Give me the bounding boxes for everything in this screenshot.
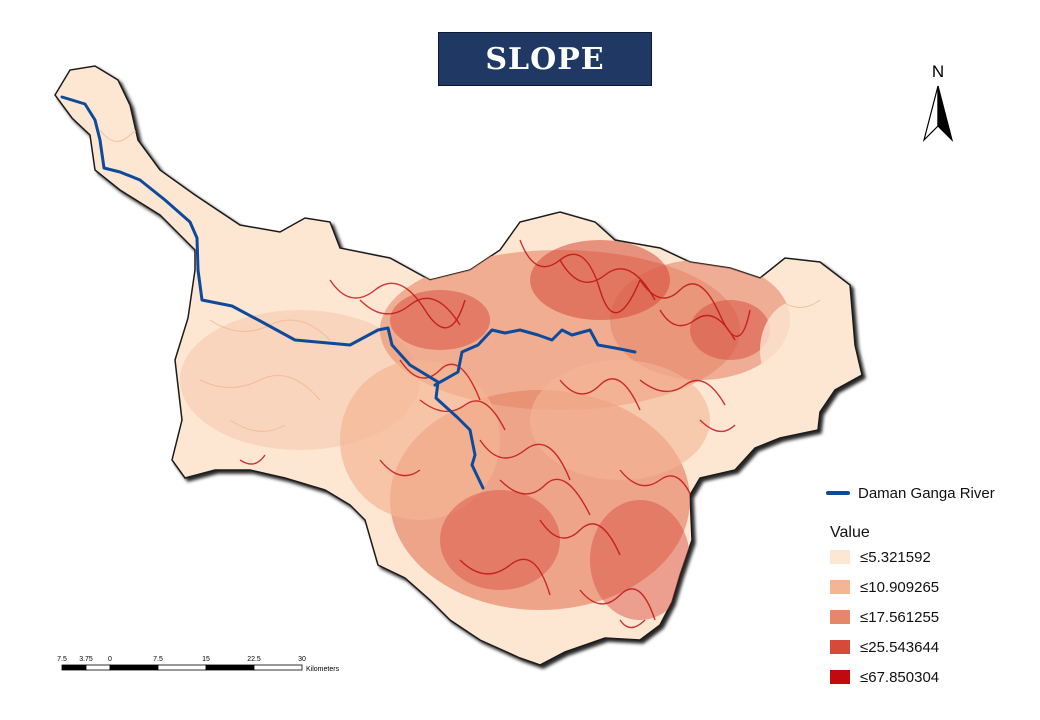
scale-bar-tick-label: 7.5 xyxy=(57,656,67,663)
scale-bar-tick-label: 3.75 xyxy=(79,656,93,663)
legend-swatch xyxy=(830,670,850,684)
legend-class-row: ≤17.561255 xyxy=(830,602,1032,632)
legend-value-title: Value xyxy=(830,524,870,541)
river-line xyxy=(60,95,637,490)
scale-bar-tick-label: 0 xyxy=(108,656,112,663)
legend-class-label: ≤25.543644 xyxy=(860,638,940,656)
legend-swatch xyxy=(830,550,850,564)
map-title-box: SLOPE xyxy=(438,32,652,86)
scale-bar-unit: Kilometers xyxy=(306,666,340,673)
legend-class-row: ≤5.321592 xyxy=(830,542,1032,572)
scale-bar-tick-label: 7.5 xyxy=(153,656,163,663)
legend-class-label: ≤10.909265 xyxy=(860,578,940,596)
legend-class-list: ≤5.321592 ≤10.909265 ≤17.561255 ≤25.543644 ≤… xyxy=(822,542,1032,692)
scale-bar-segment xyxy=(157,664,207,671)
scale-bar-segment xyxy=(61,664,87,671)
scale-bar-segment xyxy=(205,664,255,671)
scale-bar-segment xyxy=(109,664,159,671)
legend-class-row: ≤25.543644 xyxy=(830,632,1032,662)
legend-class-label: ≤5.321592 xyxy=(860,548,931,566)
legend: Daman Ganga River Value ≤5.321592 ≤10.909… xyxy=(822,480,1032,692)
north-arrow-icon xyxy=(922,85,954,142)
slope-raster xyxy=(99,129,840,629)
legend-class-row: ≤10.909265 xyxy=(830,572,1032,602)
legend-river-entry: Daman Ganga River xyxy=(822,480,1032,506)
legend-swatch xyxy=(830,640,850,654)
legend-river-label: Daman Ganga River xyxy=(858,484,995,502)
north-arrow: N xyxy=(918,62,958,142)
river-line-icon xyxy=(826,491,850,495)
scale-bar-segment xyxy=(85,664,111,671)
legend-swatch xyxy=(830,610,850,624)
scale-bar-tick-label: 15 xyxy=(202,656,210,663)
map-title: SLOPE xyxy=(485,41,605,77)
legend-swatch xyxy=(830,580,850,594)
scale-bar-tick-label: 30 xyxy=(298,656,306,663)
north-label: N xyxy=(931,62,945,81)
scale-bar-segment xyxy=(253,664,303,671)
legend-class-row: ≤67.850304 xyxy=(830,662,1032,692)
scale-bar-tick-label: 22.5 xyxy=(247,656,261,663)
legend-class-label: ≤17.561255 xyxy=(860,608,940,626)
legend-class-label: ≤67.850304 xyxy=(860,668,940,686)
